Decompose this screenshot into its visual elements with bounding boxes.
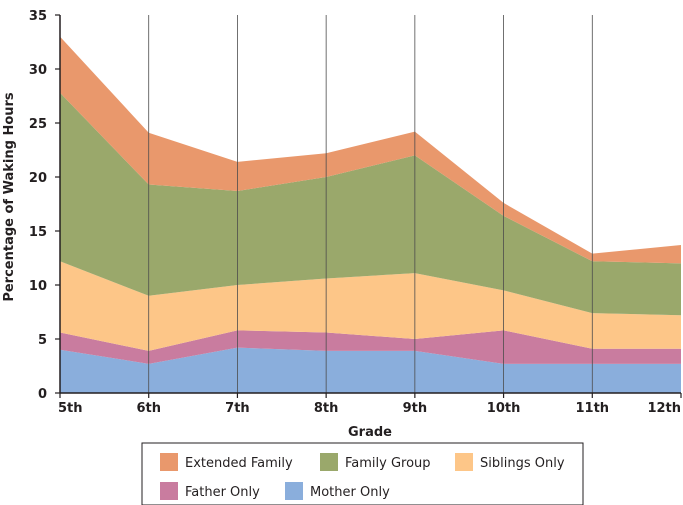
- area-mother-only: [60, 347, 681, 393]
- x-tick-label-6th: 6th: [136, 401, 161, 416]
- x-tick-label-5th: 5th: [58, 401, 83, 416]
- ticks-layer: 0 5 10 15 20 25 30 35 5th 6th 7th 8th 9th 10th 11th 12t…: [29, 9, 682, 416]
- area-siblings-only: [60, 261, 681, 351]
- x-tick-label-7th: 7th: [225, 401, 250, 416]
- legend-label-mother-only: Mother Only: [310, 485, 390, 500]
- x-tick-label-10th: 10th: [487, 401, 521, 416]
- legend-label-father-only: Father Only: [185, 485, 260, 500]
- y-tick-label-0: 0: [38, 387, 47, 402]
- y-tick-label-5: 5: [38, 333, 47, 348]
- legend-swatch-mother-only: [285, 482, 303, 500]
- x-tick-label-12th: 12th: [647, 401, 681, 416]
- area-extended-family: [60, 36, 681, 264]
- y-tick-label-20: 20: [29, 171, 47, 186]
- legend-swatch-siblings-only: [455, 453, 473, 471]
- areas-layer: [60, 36, 681, 393]
- legend-label-siblings-only: Siblings Only: [480, 456, 565, 471]
- grid-layer: [148, 15, 593, 393]
- legend-label-family-group: Family Group: [345, 456, 431, 471]
- legend-swatch-father-only: [160, 482, 178, 500]
- x-tick-label-11th: 11th: [576, 401, 610, 416]
- y-tick-label-30: 30: [29, 63, 47, 78]
- area-family-group: [60, 92, 681, 316]
- area-father-only: [60, 330, 681, 364]
- x-tick-label-8th: 8th: [314, 401, 339, 416]
- y-tick-label-35: 35: [29, 9, 47, 24]
- x-tick-label-9th: 9th: [403, 401, 428, 416]
- y-axis-title: Percentage of Waking Hours: [2, 92, 17, 302]
- legend-swatch-family-group: [320, 453, 338, 471]
- axes-layer: [59, 15, 681, 394]
- x-axis-title: Grade: [348, 425, 392, 440]
- y-tick-label-25: 25: [29, 117, 47, 132]
- legend-box: [141, 442, 584, 505]
- legend-label-extended-family: Extended Family: [185, 456, 293, 471]
- y-tick-label-15: 15: [29, 225, 47, 240]
- y-tick-label-10: 10: [29, 279, 47, 294]
- legend: Extended Family Family Group Siblings Only…: [141, 442, 584, 505]
- legend-swatch-extended-family: [160, 453, 178, 471]
